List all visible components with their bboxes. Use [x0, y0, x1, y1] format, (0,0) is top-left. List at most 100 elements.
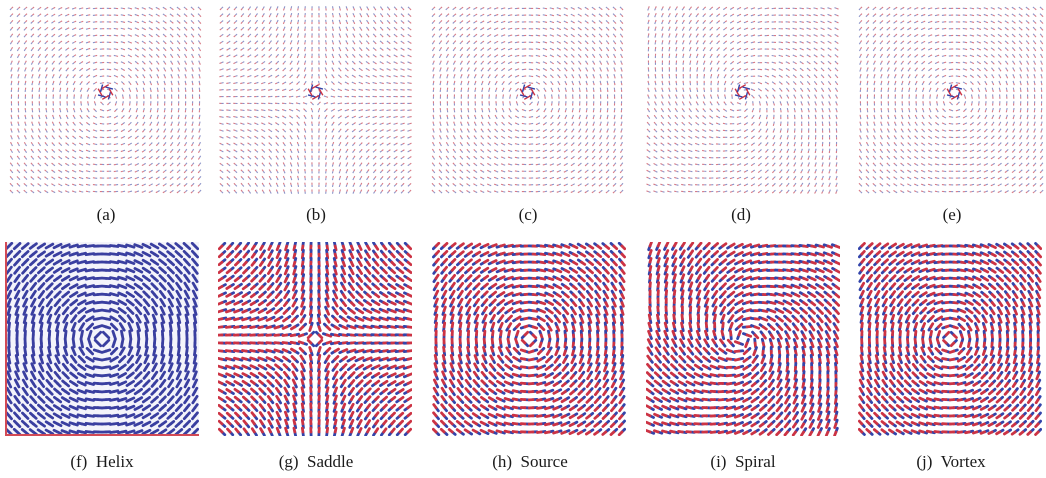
field-glyph	[900, 33, 905, 38]
field-glyph	[218, 411, 227, 420]
field-glyph	[591, 53, 596, 58]
field-glyph	[688, 46, 692, 52]
field-glyph	[261, 115, 266, 119]
field-glyph	[529, 101, 533, 106]
field-glyph	[24, 74, 27, 79]
field-glyph	[93, 338, 103, 348]
field-glyph	[359, 12, 363, 18]
field-glyph	[65, 27, 70, 31]
field-glyph	[535, 68, 541, 71]
field-glyph	[487, 60, 492, 65]
field-glyph	[240, 115, 245, 119]
field-glyph	[254, 40, 259, 45]
field-glyph	[100, 284, 112, 289]
field-glyph	[667, 108, 672, 113]
field-glyph	[247, 109, 252, 112]
field-glyph	[674, 101, 678, 106]
field-glyph	[359, 189, 363, 194]
field-glyph	[148, 176, 153, 180]
field-glyph	[337, 115, 342, 119]
field-glyph	[473, 135, 477, 140]
field-glyph	[521, 82, 527, 85]
field-glyph	[155, 40, 160, 45]
field-glyph	[151, 362, 158, 373]
field-glyph	[177, 141, 181, 147]
field-glyph	[459, 6, 464, 11]
field-glyph	[99, 115, 105, 118]
field-glyph	[166, 387, 175, 397]
field-glyph	[150, 387, 159, 396]
field-glyph	[117, 243, 128, 249]
field-glyph	[55, 321, 60, 333]
field-glyph	[352, 6, 356, 11]
field-glyph	[563, 183, 569, 187]
field-glyph	[619, 148, 624, 154]
field-glyph	[813, 87, 818, 92]
field-glyph	[667, 6, 671, 11]
field-glyph	[927, 27, 933, 30]
field-glyph	[100, 381, 112, 386]
field-glyph	[338, 189, 341, 194]
field-glyph	[233, 20, 238, 24]
panel-f	[5, 242, 199, 436]
field-glyph	[941, 61, 947, 64]
field-glyph	[358, 109, 364, 112]
field-glyph	[76, 388, 87, 395]
field-glyph	[108, 430, 120, 434]
field-glyph	[169, 6, 174, 11]
field-glyph	[191, 80, 194, 86]
field-glyph	[289, 40, 293, 45]
field-glyph	[148, 6, 153, 10]
field-glyph	[324, 60, 328, 65]
field-glyph	[282, 33, 286, 38]
field-glyph	[563, 7, 569, 10]
field-glyph	[24, 121, 27, 126]
field-glyph	[813, 54, 818, 58]
field-glyph	[983, 142, 988, 146]
field-glyph	[907, 155, 912, 160]
field-glyph	[764, 162, 769, 167]
field-glyph	[152, 329, 157, 341]
field-glyph	[85, 61, 91, 65]
field-glyph	[765, 114, 768, 120]
field-glyph	[170, 128, 174, 133]
field-glyph	[338, 341, 349, 345]
field-glyph	[78, 135, 84, 139]
field-glyph	[514, 81, 520, 85]
field-glyph	[283, 281, 290, 292]
field-glyph	[452, 148, 457, 153]
field-glyph	[865, 162, 870, 167]
field-glyph	[682, 53, 685, 59]
field-glyph	[983, 27, 989, 31]
field-glyph	[757, 142, 762, 147]
field-glyph	[77, 363, 87, 371]
field-glyph	[37, 266, 46, 275]
field-glyph	[351, 53, 356, 58]
field-glyph	[45, 387, 54, 396]
field-glyph	[620, 67, 623, 72]
field-glyph	[942, 108, 946, 113]
field-glyph	[108, 397, 120, 402]
field-glyph	[584, 26, 589, 31]
field-glyph	[359, 19, 363, 25]
field-glyph	[563, 149, 568, 153]
field-glyph	[859, 114, 862, 120]
field-glyph	[771, 182, 776, 187]
field-glyph	[219, 116, 224, 118]
field-glyph	[304, 141, 307, 147]
field-glyph	[338, 46, 342, 52]
field-glyph	[702, 60, 706, 65]
field-glyph	[192, 313, 198, 324]
field-glyph	[309, 362, 313, 373]
field-glyph	[474, 114, 477, 120]
field-glyph	[289, 60, 293, 65]
field-glyph	[407, 6, 412, 11]
field-glyph	[219, 6, 224, 11]
field-glyph	[80, 94, 82, 99]
field-glyph	[872, 189, 877, 194]
field-glyph	[743, 128, 749, 133]
field-glyph	[331, 297, 339, 308]
field-glyph	[176, 26, 181, 31]
field-glyph	[120, 135, 126, 139]
field-glyph	[366, 26, 370, 31]
